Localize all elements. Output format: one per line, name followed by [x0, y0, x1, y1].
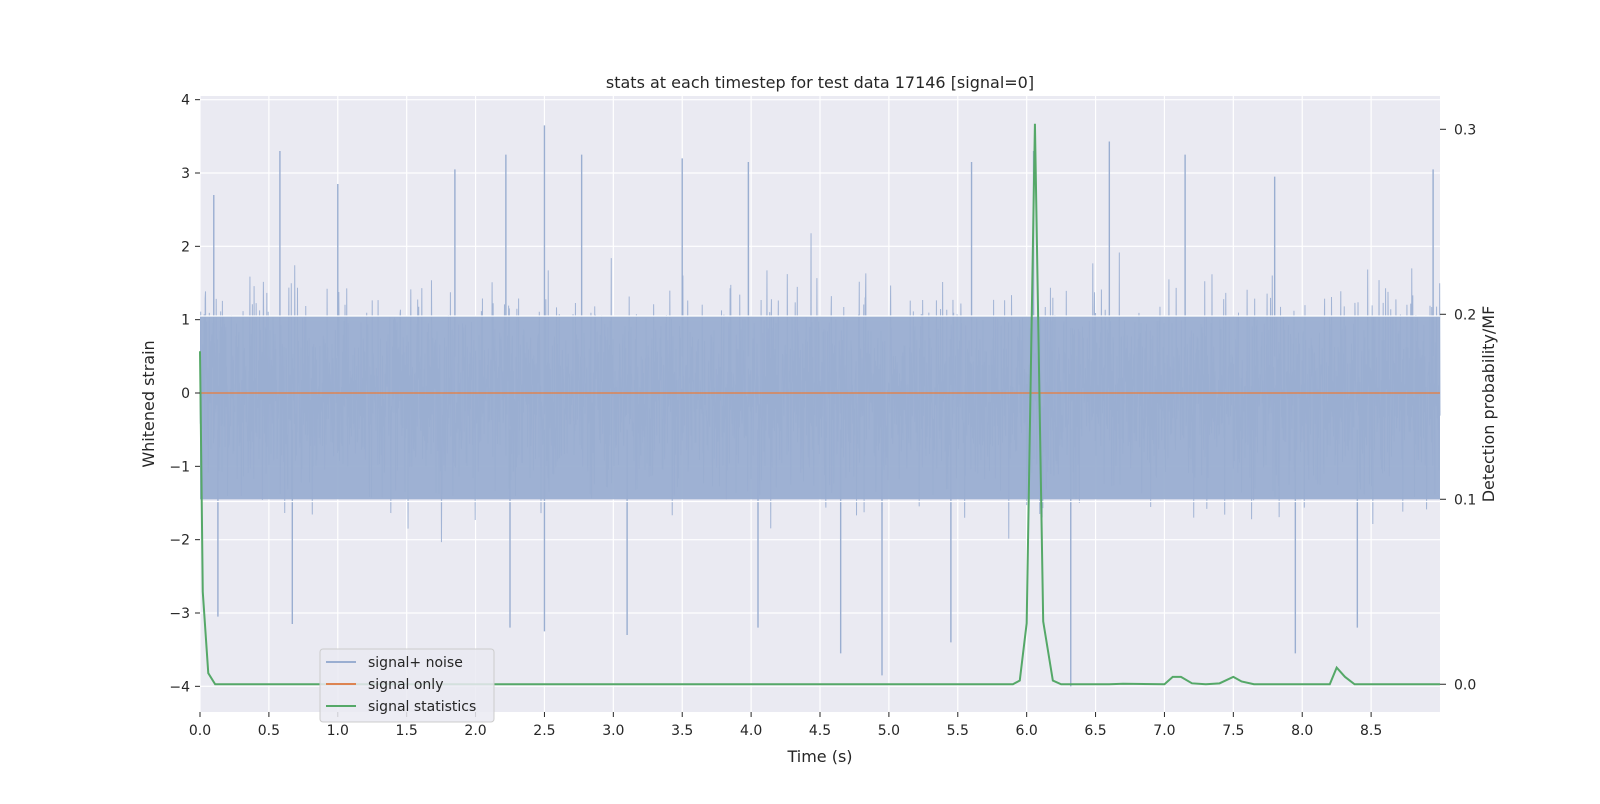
y-tick-label: 3 [181, 166, 190, 182]
x-tick-label: 1.5 [396, 723, 418, 739]
y2-tick-label: 0.2 [1454, 307, 1476, 323]
x-tick-label: 6.5 [1084, 723, 1106, 739]
x-tick-label: 3.0 [602, 723, 624, 739]
x-tick-label: 0.5 [258, 723, 280, 739]
signal-noise-core-band [200, 316, 1440, 500]
y-tick-label: −3 [169, 606, 190, 622]
y-tick-label: −1 [169, 459, 190, 475]
y-axis-ticks: −4 −3 −2 −1 0 1 2 3 4 [169, 93, 200, 695]
x-tick-label: 0.0 [189, 723, 211, 739]
y-tick-label: −4 [169, 679, 190, 695]
legend-label-signal-statistics: signal statistics [368, 699, 476, 715]
y2-tick-label: 0.1 [1454, 492, 1476, 508]
y-tick-label: 0 [181, 386, 190, 402]
legend-label-signal-noise: signal+ noise [368, 655, 463, 671]
x-tick-label: 1.0 [327, 723, 349, 739]
x-tick-label: 7.5 [1222, 723, 1244, 739]
legend-box [319, 648, 495, 723]
x-tick-label: 8.5 [1360, 723, 1382, 739]
x-axis-label: Time (s) [786, 747, 852, 766]
x-tick-label: 5.0 [878, 723, 900, 739]
x-tick-label: 5.5 [947, 723, 969, 739]
x-tick-label: 2.0 [464, 723, 486, 739]
y-tick-label: 1 [181, 313, 190, 329]
legend: signal+ noise signal only signal statist… [319, 648, 495, 723]
series-signal-noise [199, 125, 1441, 687]
x-tick-label: 6.0 [1016, 723, 1038, 739]
x-tick-label: 4.0 [740, 723, 762, 739]
x-axis-ticks: 0.0 0.5 1.0 1.5 2.0 2.5 3.0 3.5 4.0 4.5 5.0 5.5 6.0 6… [189, 712, 1382, 739]
y2-tick-label: 0.0 [1454, 677, 1476, 693]
y-tick-label: 2 [181, 239, 190, 255]
y2-axis-ticks: 0.0 0.1 0.2 0.3 [1440, 122, 1476, 693]
y2-axis-label: Detection probability/MF [1479, 306, 1498, 503]
x-tick-label: 7.0 [1153, 723, 1175, 739]
x-tick-label: 3.5 [671, 723, 693, 739]
chart-title: stats at each timestep for test data 171… [606, 73, 1034, 92]
x-tick-label: 4.5 [809, 723, 831, 739]
legend-label-signal-only: signal only [368, 677, 443, 693]
x-tick-label: 8.0 [1291, 723, 1313, 739]
y-axis-label: Whitened strain [139, 340, 158, 467]
x-tick-label: 2.5 [533, 723, 555, 739]
y-tick-label: 4 [181, 93, 190, 109]
y2-tick-label: 0.3 [1454, 122, 1476, 138]
y-tick-label: −2 [169, 533, 190, 549]
